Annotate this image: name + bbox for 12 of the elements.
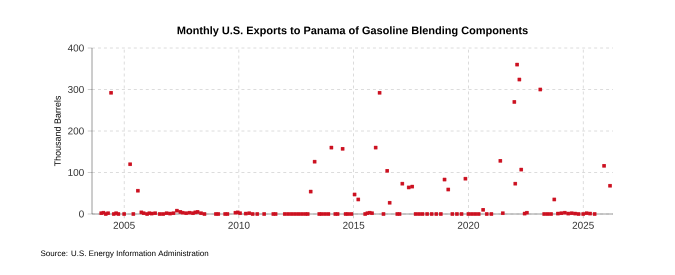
x-tick-label: 2015 [343, 222, 364, 229]
x-tick-label: 2010 [228, 222, 250, 229]
x-tick-label: 2025 [572, 222, 594, 229]
y-tick-label: 300 [68, 86, 84, 94]
x-tick-label: 2005 [114, 222, 135, 229]
y-tick-label: 400 [68, 44, 84, 52]
y-tick-label: 200 [68, 127, 84, 135]
chart-title: Monthly U.S. Exports to Panama of Gasoline Blending Components [178, 26, 528, 37]
x-tick-label: 2020 [458, 222, 480, 229]
y-axis-title: Thousand Barrels [54, 96, 61, 166]
y-tick-label: 100 [68, 168, 84, 176]
y-tick-label: 0 [79, 210, 84, 218]
